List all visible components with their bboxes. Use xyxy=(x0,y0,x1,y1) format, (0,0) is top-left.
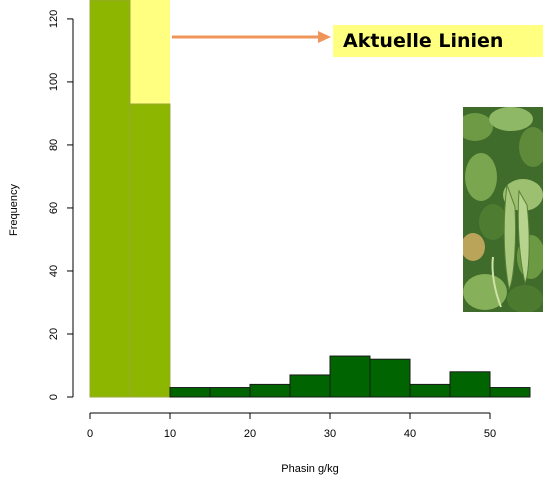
histogram-bar xyxy=(489,387,531,398)
y-axis-label: Frequency xyxy=(8,184,20,236)
x-tick-label: 20 xyxy=(244,428,256,440)
x-tick-label: 0 xyxy=(87,428,93,440)
y-tick-label: 40 xyxy=(48,265,60,277)
histogram-bar xyxy=(289,374,331,398)
y-tick-label: 120 xyxy=(48,10,60,28)
y-tick-label: 20 xyxy=(48,328,60,340)
x-axis-label: Phasin g/kg xyxy=(281,463,338,475)
histogram-bar xyxy=(449,371,491,398)
histogram-bar xyxy=(369,358,411,398)
callout-arrow-head xyxy=(318,31,331,43)
axis-layer: 0 10 20 30 40 50 0 20 40 60 80 100 120 xyxy=(48,10,496,440)
callout-label: Aktuelle Linien xyxy=(333,25,543,57)
callout-arrow xyxy=(172,31,331,43)
histogram-bar xyxy=(129,103,171,398)
y-tick-label: 80 xyxy=(48,139,60,151)
histogram-bar xyxy=(209,387,251,398)
x-tick-label: 50 xyxy=(484,428,496,440)
x-tick-label: 40 xyxy=(404,428,416,440)
histogram-bar xyxy=(89,0,131,398)
x-tick-label: 30 xyxy=(324,428,336,440)
y-tick-label: 0 xyxy=(48,394,60,400)
bar-layer xyxy=(89,0,531,398)
x-tick-label: 10 xyxy=(164,428,176,440)
callout-text: Aktuelle Linien xyxy=(343,30,504,52)
histogram-bar xyxy=(329,355,371,398)
y-tick-label: 100 xyxy=(48,73,60,91)
histogram-bar xyxy=(409,383,451,398)
bean-pods-photo xyxy=(463,107,543,312)
y-tick-label: 60 xyxy=(48,202,60,214)
histogram-bar xyxy=(169,387,211,398)
histogram-bar xyxy=(249,383,291,398)
